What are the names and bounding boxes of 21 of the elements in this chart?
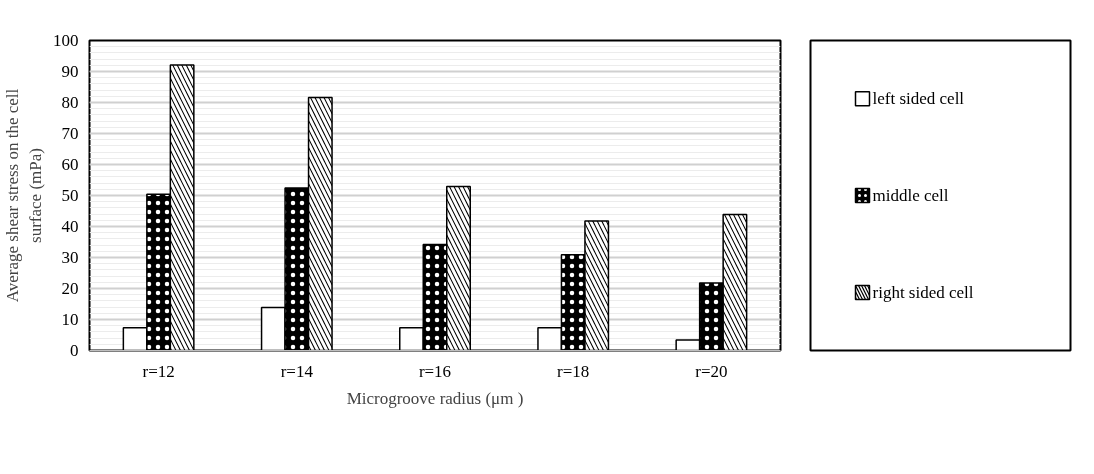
y-tick-label: 80: [61, 93, 79, 112]
y-tick-label: 90: [61, 62, 79, 81]
y-tick-label: 20: [61, 279, 79, 298]
x-tick-label: r=18: [557, 361, 590, 381]
x-tick-label: r=16: [418, 361, 452, 381]
x-tick-label: r=20: [695, 361, 728, 381]
y-tick-label: 50: [61, 186, 79, 205]
legend-label: right sided cell: [872, 282, 974, 302]
x-tick-label: r=12: [142, 361, 175, 381]
y-tick-label: 60: [61, 155, 79, 174]
x-axis-title: Microgroove radius (μm ): [346, 388, 524, 408]
y-tick-label: 70: [61, 124, 79, 143]
y-axis-title: Average shear stress on the cell surface (mPa): [3, 88, 45, 303]
legend-label: middle cell: [872, 186, 949, 205]
x-tick-label: r=14: [280, 361, 314, 381]
y-tick-label: 100: [53, 31, 79, 50]
legend-label: left sided cell: [872, 89, 965, 109]
y-tick-label: 0: [70, 341, 79, 360]
y-tick-label: 10: [61, 310, 79, 329]
y-tick-label: 30: [61, 248, 79, 267]
y-tick-label: 40: [61, 217, 79, 236]
